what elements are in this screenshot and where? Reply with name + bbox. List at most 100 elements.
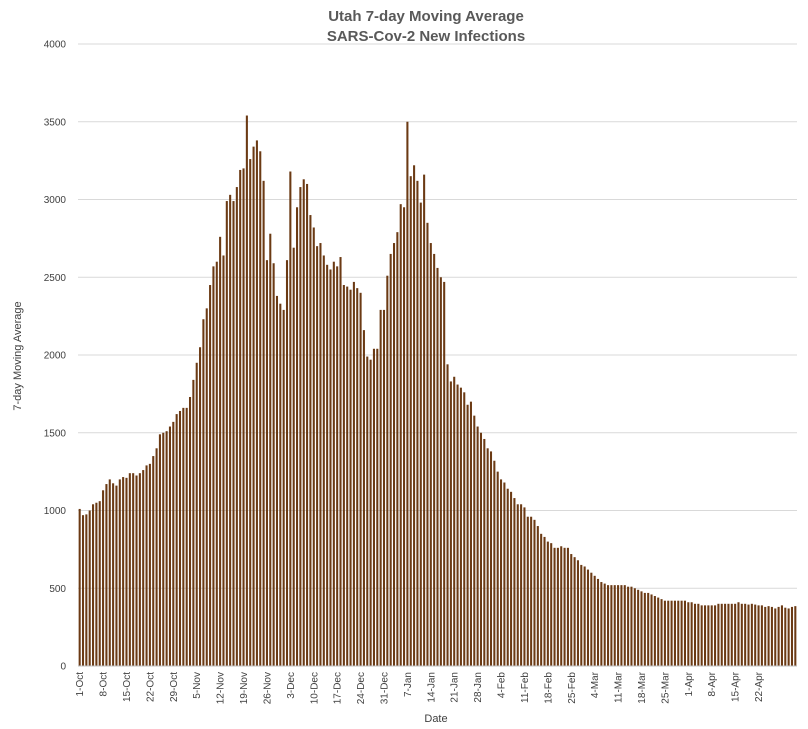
bar bbox=[259, 151, 262, 667]
bar bbox=[252, 146, 255, 666]
bar bbox=[185, 407, 188, 666]
bar bbox=[466, 404, 469, 666]
x-tick-label: 24-Dec bbox=[356, 672, 367, 704]
bar bbox=[158, 434, 161, 666]
bar bbox=[550, 543, 553, 666]
bar bbox=[416, 180, 419, 666]
x-tick-label: 31-Dec bbox=[379, 672, 390, 704]
x-axis-label: Date bbox=[424, 713, 447, 725]
bar bbox=[285, 260, 289, 666]
bar bbox=[486, 448, 489, 666]
bar bbox=[760, 605, 763, 666]
bar bbox=[219, 236, 222, 666]
bar bbox=[81, 515, 85, 666]
x-tick-label: 1-Apr bbox=[684, 671, 695, 696]
bar bbox=[356, 288, 359, 666]
x-tick-label: 5-Nov bbox=[192, 672, 203, 699]
bar bbox=[683, 600, 686, 666]
x-axis-ticks: 1-Oct 8-Oct 15-Oct 22-Oct 29-Oct 5-Nov 12-Nov 1… bbox=[75, 671, 765, 704]
bar bbox=[754, 604, 757, 666]
bar bbox=[222, 255, 225, 667]
bar bbox=[289, 171, 292, 666]
bar bbox=[292, 247, 295, 666]
bar bbox=[409, 176, 412, 666]
bar bbox=[620, 585, 623, 666]
bar bbox=[583, 566, 586, 666]
bar bbox=[523, 507, 526, 666]
bars bbox=[78, 115, 797, 667]
bar bbox=[730, 603, 733, 666]
bar bbox=[543, 536, 546, 666]
bar bbox=[279, 303, 282, 666]
bar bbox=[188, 396, 192, 666]
bar bbox=[122, 477, 125, 666]
bar bbox=[145, 465, 148, 666]
bar bbox=[352, 281, 355, 666]
bar bbox=[757, 605, 760, 666]
bar bbox=[737, 602, 740, 666]
bar bbox=[178, 410, 182, 666]
bar bbox=[272, 263, 275, 666]
y-tick-label: 0 bbox=[60, 662, 66, 673]
y-tick-label: 3000 bbox=[44, 195, 67, 206]
bar bbox=[707, 605, 710, 666]
bar bbox=[533, 519, 536, 666]
bar bbox=[613, 585, 616, 666]
bar bbox=[85, 514, 88, 666]
y-tick-label: 3500 bbox=[44, 117, 67, 128]
x-tick-label: 26-Nov bbox=[262, 672, 273, 704]
y-axis-ticks: 0 500 1000 1500 2000 2500 3000 3500 4000 bbox=[44, 40, 67, 673]
bar bbox=[540, 533, 543, 666]
bar bbox=[727, 603, 730, 666]
bar bbox=[322, 255, 325, 667]
x-tick-label: 15-Apr bbox=[731, 671, 742, 702]
bar bbox=[155, 448, 158, 666]
bar bbox=[362, 330, 365, 666]
bar bbox=[690, 602, 693, 666]
bar bbox=[493, 460, 496, 666]
bar bbox=[138, 473, 141, 666]
x-tick-label: 14-Jan bbox=[426, 672, 437, 703]
bar bbox=[576, 560, 579, 666]
bar bbox=[392, 243, 396, 667]
bar bbox=[379, 309, 382, 666]
bar bbox=[205, 308, 208, 666]
bar bbox=[603, 583, 606, 666]
bar bbox=[704, 605, 707, 666]
bar bbox=[413, 165, 416, 667]
bar bbox=[637, 589, 640, 666]
x-tick-label: 8-Apr bbox=[707, 671, 718, 696]
bar bbox=[142, 470, 145, 666]
bar bbox=[265, 260, 268, 666]
x-tick-label: 8-Oct bbox=[99, 672, 110, 697]
bar bbox=[647, 592, 650, 666]
bar bbox=[700, 605, 703, 666]
bar bbox=[309, 215, 312, 667]
x-tick-label: 19-Nov bbox=[239, 672, 250, 704]
bar bbox=[663, 600, 666, 666]
bar bbox=[339, 257, 342, 666]
bar bbox=[750, 603, 753, 666]
bar bbox=[112, 483, 115, 666]
x-tick-label: 28-Jan bbox=[473, 672, 484, 703]
bar bbox=[192, 379, 195, 666]
bar bbox=[439, 277, 442, 666]
bar bbox=[790, 606, 794, 666]
bar bbox=[596, 578, 600, 666]
bar bbox=[570, 554, 573, 666]
bar bbox=[199, 347, 202, 666]
x-tick-label: 18-Mar bbox=[637, 671, 648, 703]
bar bbox=[446, 364, 449, 666]
bar bbox=[787, 608, 790, 666]
bar bbox=[710, 605, 713, 666]
bar bbox=[673, 600, 676, 666]
bar bbox=[386, 275, 389, 666]
bar bbox=[105, 484, 108, 666]
bar bbox=[573, 557, 576, 666]
bar bbox=[770, 606, 773, 666]
bar bbox=[586, 569, 590, 666]
bar bbox=[132, 473, 135, 666]
y-tick-label: 500 bbox=[49, 584, 66, 595]
bar bbox=[212, 266, 215, 666]
bar bbox=[483, 438, 486, 666]
